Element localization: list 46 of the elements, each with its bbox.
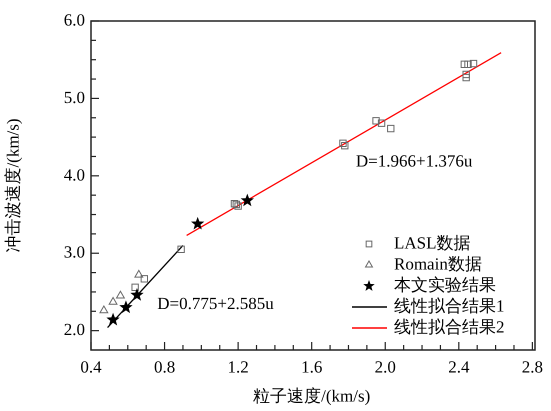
legend-label: 本文实验结果 bbox=[394, 275, 496, 294]
legend-label: 线性拟合结果2 bbox=[394, 317, 504, 336]
point bbox=[191, 216, 204, 230]
x-tick-label: 2.4 bbox=[448, 358, 470, 377]
point bbox=[372, 117, 380, 125]
legend-label: 线性拟合结果1 bbox=[394, 296, 504, 316]
point bbox=[464, 60, 472, 68]
point bbox=[116, 290, 125, 299]
point bbox=[232, 200, 240, 208]
x-tick-label: 0.4 bbox=[80, 358, 102, 377]
y-tick-label: 4.0 bbox=[64, 165, 85, 184]
y-tick-label: 5.0 bbox=[64, 88, 85, 107]
y-axis-title: 冲击波速度/(km/s) bbox=[4, 118, 23, 253]
x-tick-label: 0.8 bbox=[154, 358, 176, 377]
point bbox=[119, 300, 133, 314]
point bbox=[387, 124, 394, 132]
point bbox=[230, 200, 238, 208]
point bbox=[131, 284, 139, 291]
point bbox=[339, 140, 347, 147]
point bbox=[106, 312, 120, 326]
point bbox=[130, 288, 144, 301]
y-tick-label: 6.0 bbox=[64, 10, 85, 30]
point bbox=[134, 270, 144, 278]
legend-label: Romain数据 bbox=[394, 254, 482, 274]
x-tick-label: 1.6 bbox=[301, 358, 322, 377]
x-tick-label: 2.8 bbox=[522, 358, 543, 377]
legend-label: LASL数据 bbox=[394, 233, 470, 252]
point bbox=[240, 194, 254, 206]
y-tick-label: 2.0 bbox=[64, 320, 85, 340]
point bbox=[177, 246, 185, 254]
point bbox=[234, 202, 242, 210]
x-tick-label: 2.0 bbox=[374, 358, 396, 377]
x-tick-label: 1.2 bbox=[228, 358, 249, 377]
x-axis-title: 粒子速度/(km/s) bbox=[253, 386, 370, 406]
point bbox=[470, 60, 478, 68]
point bbox=[108, 297, 118, 305]
annotation: D=1.966+1.376u bbox=[356, 152, 473, 171]
point bbox=[462, 74, 470, 82]
y-tick-label: 3.0 bbox=[64, 242, 85, 262]
point bbox=[140, 275, 148, 282]
annotation: D=0.775+2.585u bbox=[157, 294, 274, 313]
point bbox=[462, 70, 470, 78]
point bbox=[460, 60, 468, 68]
point bbox=[341, 142, 348, 150]
point bbox=[99, 306, 108, 314]
point bbox=[378, 120, 386, 127]
